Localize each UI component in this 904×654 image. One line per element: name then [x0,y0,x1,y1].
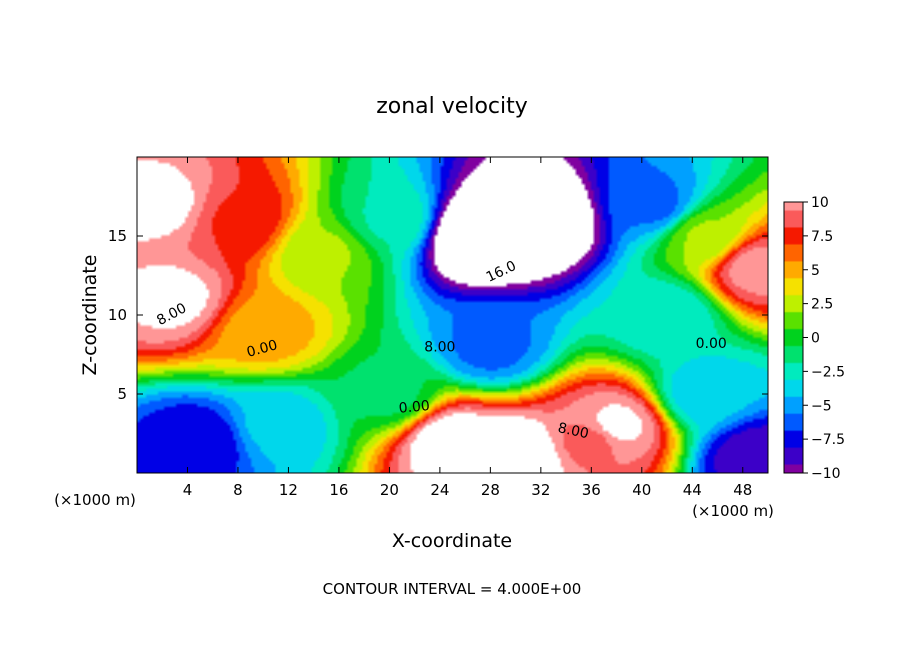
contour-label: 0.00 [696,336,727,352]
x-tick-label: 32 [531,481,550,499]
x-tick-label: 24 [430,481,449,499]
colorbar: 10 7.5 5 2.5 0 −2.5 −5 −7.5 −10 [783,195,845,482]
x-tick-label: 44 [683,481,702,499]
contour-label: 0.00 [245,337,279,361]
x-tick-label: 8 [233,481,243,499]
x-tick-label: 48 [733,481,752,499]
chart-title: zonal velocity [376,94,528,119]
colorbar-tick-label: 5 [811,263,820,279]
y-axis-label: Z-coordinate [79,255,101,376]
x-tick-label: 36 [582,481,601,499]
colorbar-tick-label: −5 [811,398,832,414]
x-tick-label: 12 [279,481,298,499]
colorbar-tick-label: −10 [811,466,841,482]
y-tick-label: 5 [117,385,127,403]
colorbar-tick-label: 7.5 [811,229,833,245]
x-tick-label: 20 [380,481,399,499]
contour-label: 8.00 [424,339,455,355]
contour-interval-note: CONTOUR INTERVAL = 4.000E+00 [323,580,582,598]
x-tick-label: 28 [481,481,500,499]
x-axis: 4 8 12 16 20 24 28 32 36 40 44 48 [183,157,752,499]
colorbar-tick-label: 2.5 [811,297,833,313]
contour-label: 0.00 [398,398,430,417]
contour-label: 8.00 [556,420,590,442]
colorbar-gradient [784,202,803,473]
y-tick-label: 10 [108,306,127,324]
colorbar-tick-label: −7.5 [811,432,845,448]
plot-area [136,156,769,474]
x-unit-label-right: (×1000 m) [692,502,774,520]
x-tick-label: 16 [329,481,348,499]
colorbar-tick-label: 10 [811,195,829,211]
velocity-field [137,157,768,473]
x-tick-label: 4 [183,481,193,499]
y-tick-label: 15 [108,227,127,245]
x-unit-label-left: (×1000 m) [54,491,136,509]
x-tick-label: 40 [632,481,651,499]
colorbar-tick-label: −2.5 [811,364,845,380]
colorbar-tick-label: 0 [811,331,820,347]
x-axis-label: X-coordinate [392,530,512,552]
y-axis: 5 10 15 [108,227,768,403]
colorbar-ticks: 10 7.5 5 2.5 0 −2.5 −5 −7.5 −10 [803,195,845,482]
